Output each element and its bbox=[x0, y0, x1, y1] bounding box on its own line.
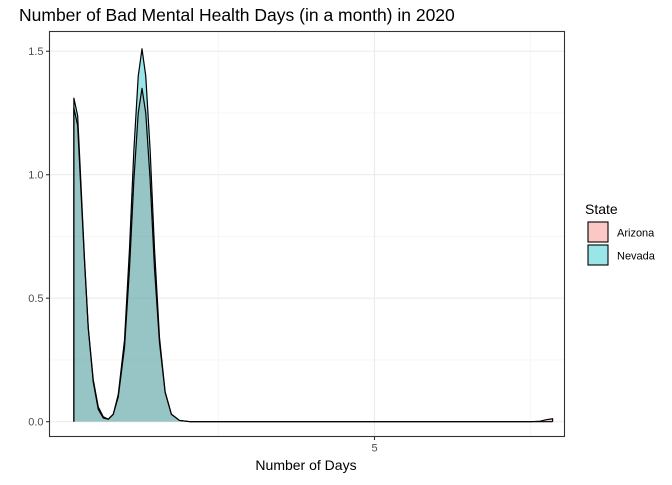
legend-item-arizona: Arizona bbox=[587, 221, 655, 243]
axis-layer: 0.0 0.5 1.0 1.5 5 bbox=[28, 46, 377, 454]
series-layer bbox=[73, 48, 554, 423]
density-area-nevada bbox=[73, 48, 553, 422]
y-tick-label: 1.5 bbox=[28, 46, 43, 58]
x-tick-label: 5 bbox=[371, 443, 377, 455]
y-tick-label: 0.5 bbox=[28, 293, 43, 305]
legend-items: Arizona Nevada bbox=[587, 221, 656, 266]
legend-label-nevada: Nevada bbox=[617, 251, 656, 263]
legend-key-nevada bbox=[587, 244, 609, 266]
chart-title: Number of Bad Mental Health Days (in a m… bbox=[19, 5, 455, 25]
x-axis-label: Number of Days bbox=[255, 457, 356, 473]
y-tick-label: 1.0 bbox=[28, 170, 43, 182]
legend-key-arizona bbox=[587, 221, 609, 243]
y-tick-label: 0.0 bbox=[28, 416, 43, 428]
density-line-nevada bbox=[73, 48, 553, 423]
density-area-arizona bbox=[73, 88, 553, 422]
legend-label-arizona: Arizona bbox=[617, 228, 655, 240]
legend-title: State bbox=[585, 201, 618, 217]
legend-item-nevada: Nevada bbox=[587, 244, 656, 266]
plot-border bbox=[48, 30, 566, 438]
legend: State Arizona Nevada bbox=[585, 201, 656, 266]
plot-panel bbox=[49, 31, 565, 437]
